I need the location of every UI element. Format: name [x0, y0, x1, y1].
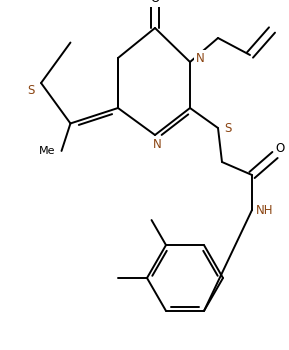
Text: N: N — [153, 139, 161, 152]
Text: O: O — [150, 0, 160, 6]
Text: O: O — [275, 142, 285, 155]
Text: NH: NH — [256, 203, 274, 217]
Text: S: S — [27, 84, 35, 98]
Text: S: S — [224, 121, 232, 134]
Text: Me: Me — [39, 146, 56, 156]
Text: N: N — [196, 51, 204, 64]
